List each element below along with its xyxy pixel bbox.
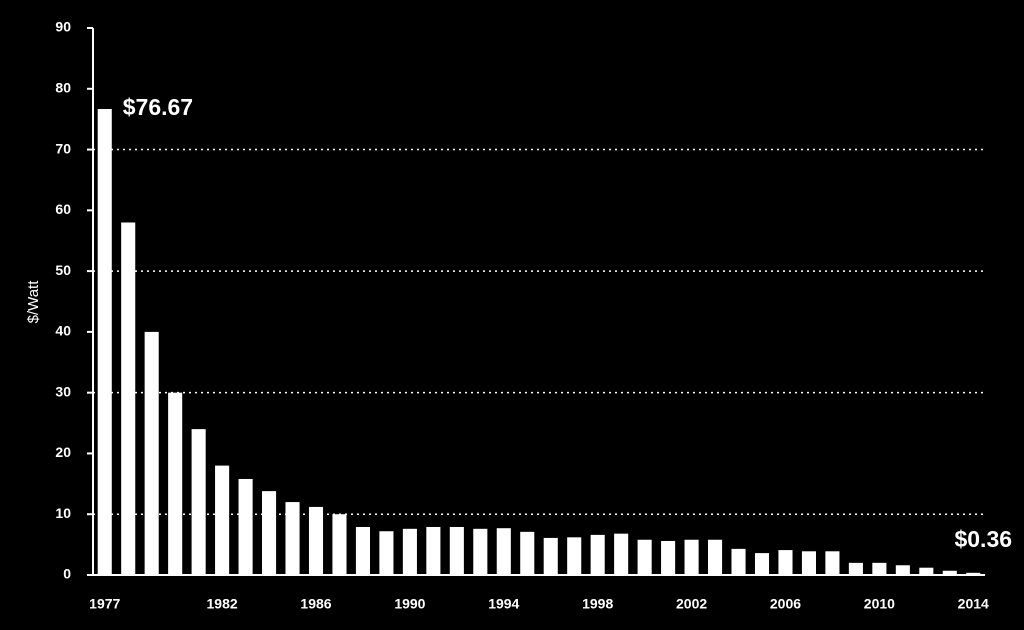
bar [754, 553, 770, 575]
x-tick-label: 1982 [207, 596, 238, 612]
bar [872, 562, 887, 575]
y-tick-label: 10 [55, 505, 71, 521]
bar [661, 540, 676, 575]
bar [379, 531, 394, 575]
bar [191, 429, 206, 575]
x-tick-label: 1977 [89, 596, 120, 612]
bar [426, 526, 441, 575]
bar [895, 565, 910, 575]
bar [567, 537, 582, 575]
bar [778, 550, 793, 575]
y-tick-label: 90 [55, 19, 71, 35]
y-tick-label: 20 [55, 444, 71, 460]
bar [215, 465, 230, 575]
bar [684, 539, 699, 575]
bar [97, 109, 112, 575]
bar [262, 491, 277, 575]
bar [590, 534, 605, 575]
x-tick-label: 2002 [676, 596, 707, 612]
y-tick-label: 70 [55, 140, 71, 156]
bar [520, 531, 535, 575]
y-tick-label: 60 [55, 201, 71, 217]
bar [238, 478, 253, 575]
x-tick-label: 1998 [582, 596, 613, 612]
bar [825, 551, 840, 575]
bar [637, 539, 652, 575]
x-tick-label: 1986 [300, 596, 331, 612]
y-tick-label: 40 [55, 323, 71, 339]
value-label: $76.67 [123, 94, 193, 120]
bar [473, 528, 488, 575]
bar [496, 528, 511, 575]
x-tick-label: 2014 [958, 596, 989, 612]
y-tick-label: 0 [63, 566, 71, 582]
x-tick-label: 2010 [864, 596, 895, 612]
bar [402, 528, 417, 575]
bar [848, 562, 863, 575]
bar [285, 502, 300, 575]
x-tick-label: 1990 [394, 596, 425, 612]
y-tick-label: 50 [55, 262, 71, 278]
bar [168, 392, 183, 575]
bar [731, 548, 746, 575]
y-axis-label: $/Watt [25, 280, 42, 324]
x-tick-label: 1994 [488, 596, 519, 612]
y-tick-label: 80 [55, 79, 71, 95]
bar [144, 331, 159, 575]
y-tick-label: 30 [55, 383, 71, 399]
value-label: $0.36 [954, 526, 1012, 552]
bar [966, 572, 981, 575]
bar [919, 567, 934, 575]
bar [332, 514, 347, 575]
bar [801, 551, 816, 575]
bar [449, 526, 464, 575]
bar [355, 526, 370, 575]
bar [308, 506, 324, 575]
bar [543, 537, 558, 575]
bar [942, 570, 957, 575]
x-tick-label: 2006 [770, 596, 801, 612]
bar [708, 539, 723, 575]
bar [121, 222, 136, 575]
bar [614, 533, 629, 575]
